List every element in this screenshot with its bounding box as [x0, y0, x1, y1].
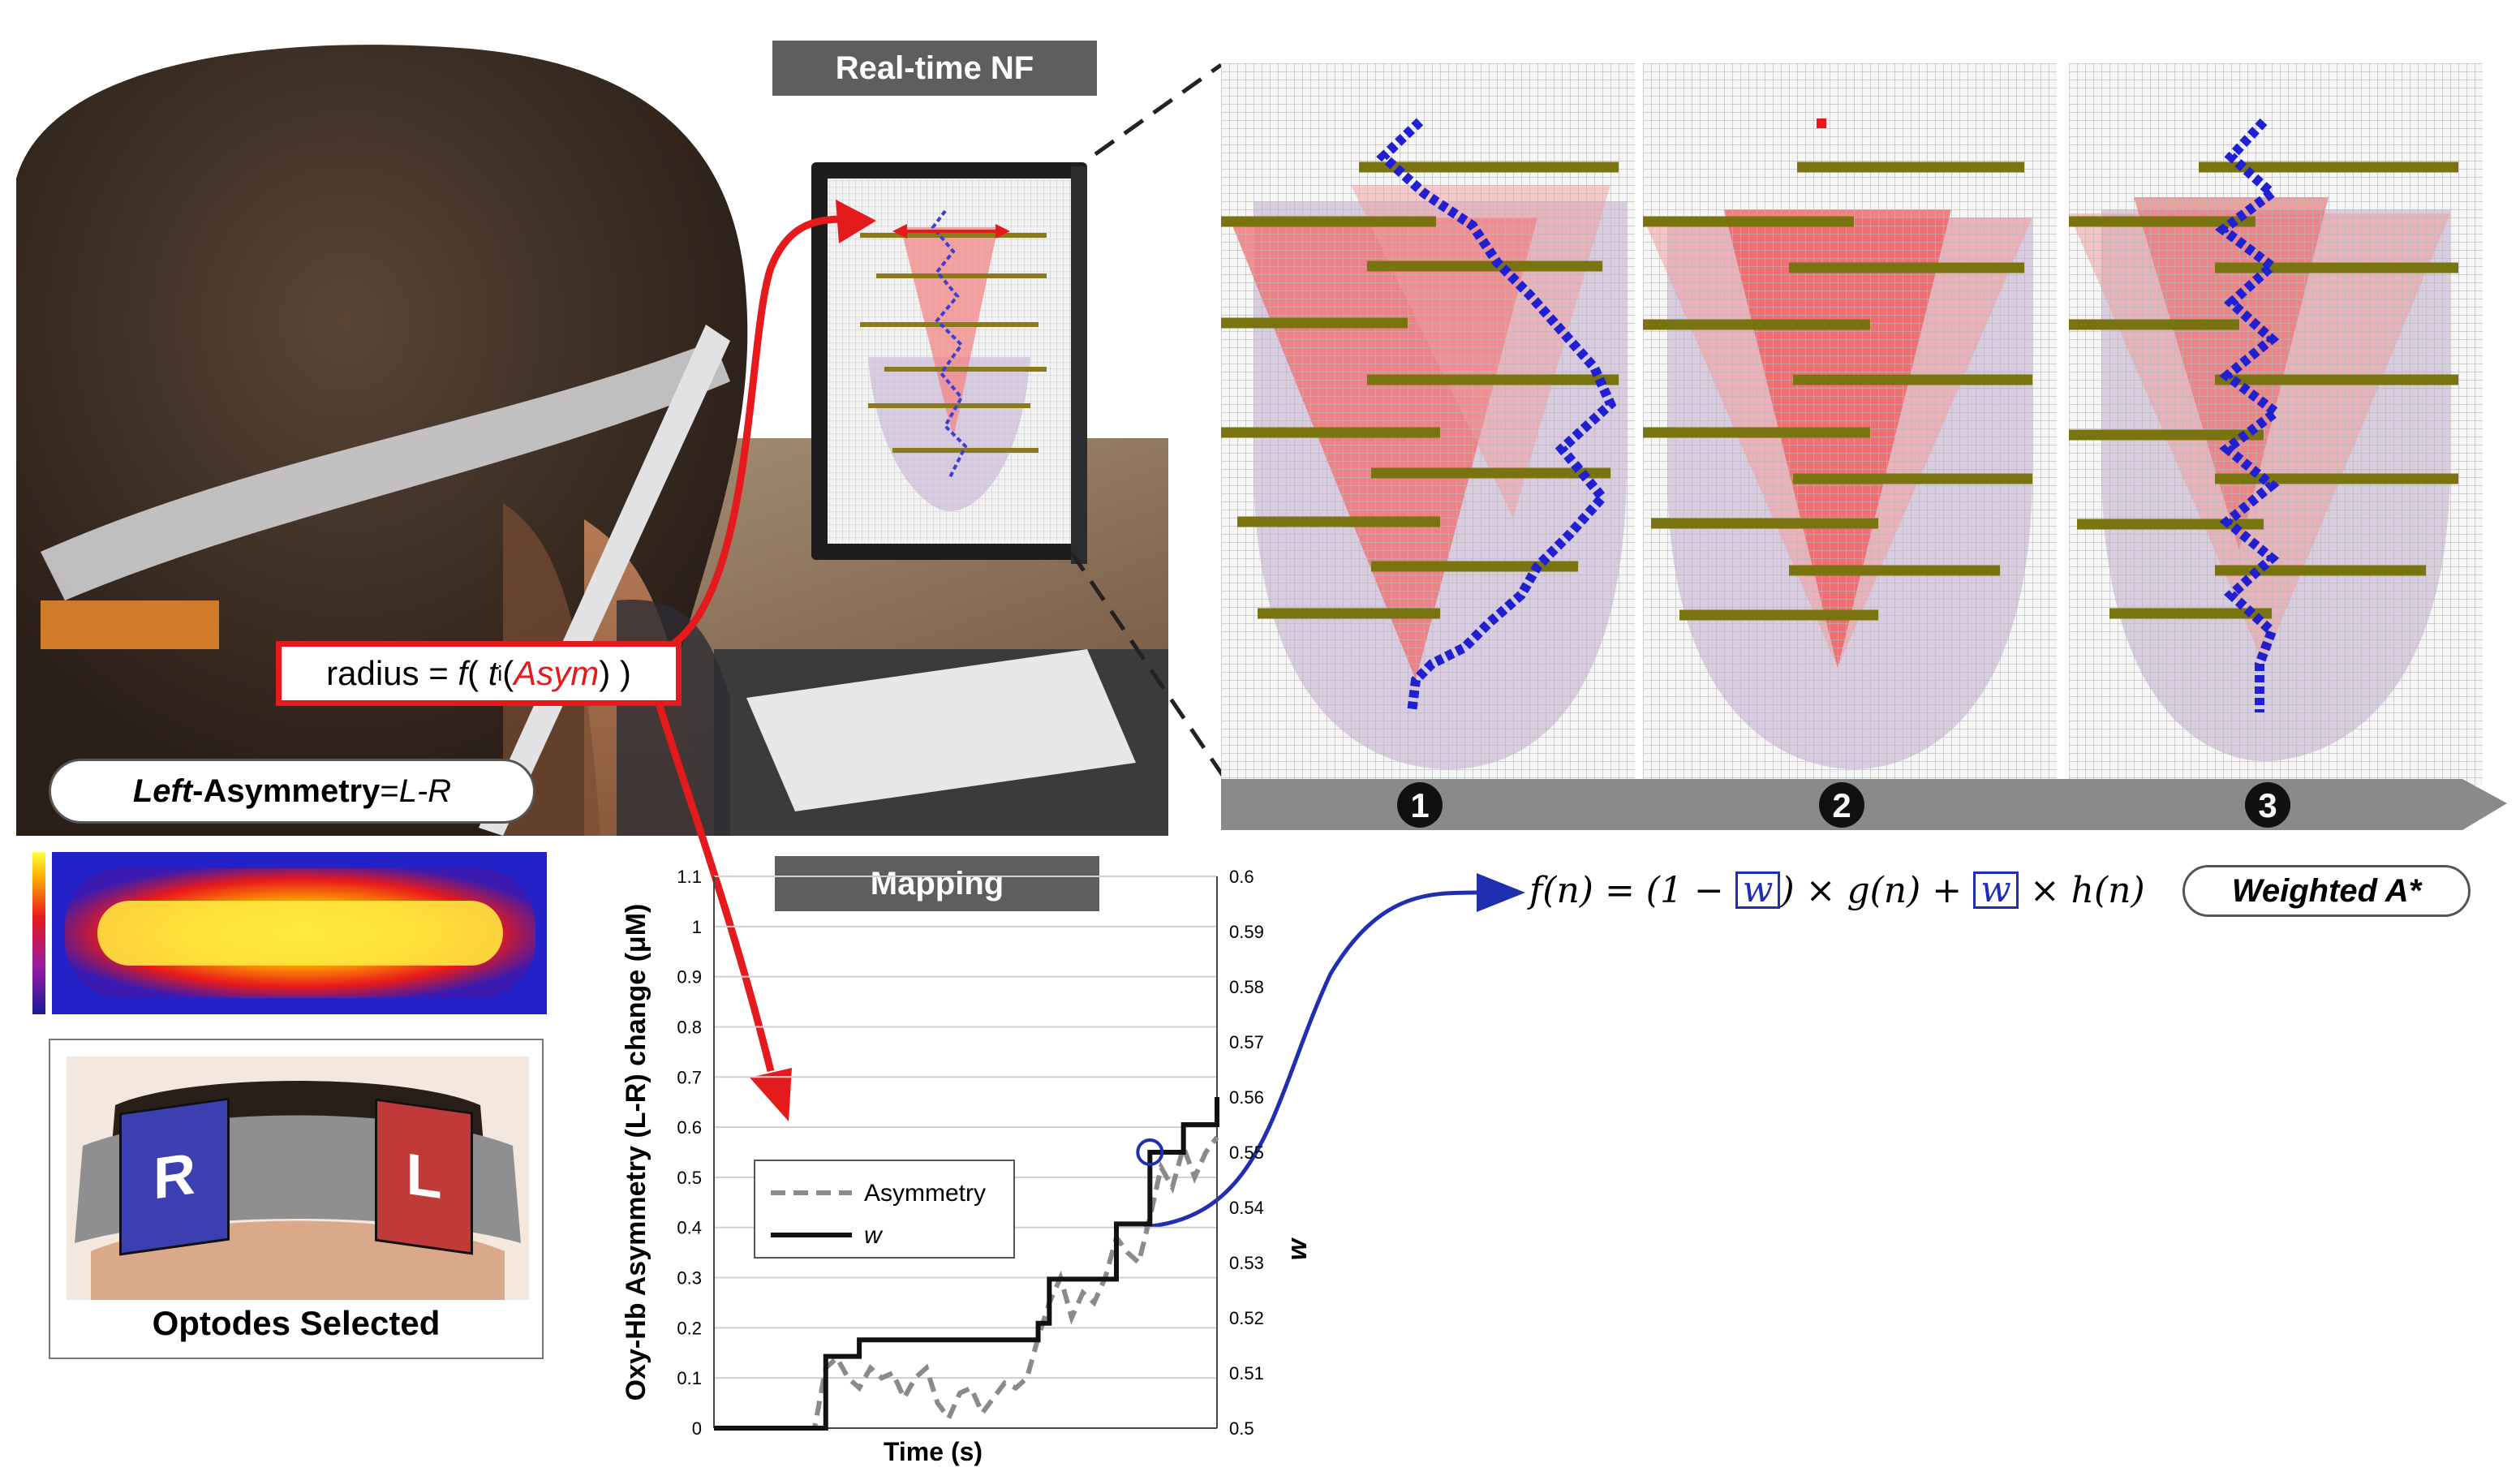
asym-left: Left — [132, 772, 193, 809]
path-panel-3 — [2069, 63, 2483, 785]
weighted-astar-label: Weighted A* — [2182, 865, 2471, 917]
red-arrow-to-monitor — [663, 215, 845, 652]
asymmetry-chart: 0 0.1 0.2 0.3 0.4 0.5 0.6 0.7 0.8 0.9 1 1.1 0.5 0.51… — [621, 867, 1313, 1466]
radius-formula-box: radius = f ( t i ( Asym ) ) — [276, 641, 682, 706]
left-tick-label: 0.2 — [677, 1318, 702, 1338]
radius-open: ( — [467, 654, 488, 692]
optode-l: L — [375, 1098, 473, 1255]
red-arrowhead-monitor — [836, 200, 876, 243]
left-asymmetry-label: Left -Asymmetry = L-R — [49, 759, 535, 824]
asym-rest: -Asymmetry — [192, 772, 381, 809]
red-arrowhead-chart — [750, 1068, 792, 1121]
right-axis-ticks: 0.5 0.51 0.52 0.53 0.54 0.55 0.56 0.57 0.58 0.59 0… — [1229, 867, 1264, 1439]
right-tick-label: 0.5 — [1229, 1418, 1254, 1439]
step-2-label: 2 — [1832, 786, 1851, 824]
path-panels: 1 2 3 — [1221, 63, 2507, 830]
step-1-label: 1 — [1410, 786, 1429, 824]
radius-sub: i — [497, 661, 503, 686]
right-tick-label: 0.57 — [1229, 1032, 1264, 1052]
x-axis-label: Time (s) — [884, 1437, 983, 1466]
optode-r: R — [119, 1097, 230, 1256]
asymmetry-heatmap — [32, 852, 547, 1014]
step-1-marker — [1397, 782, 1443, 828]
right-tick-label: 0.52 — [1229, 1308, 1264, 1328]
right-tick-label: 0.51 — [1229, 1363, 1264, 1383]
left-tick-label: 0.3 — [677, 1268, 702, 1289]
step-markers: 1 2 3 — [1397, 782, 2290, 828]
path-panel-2 — [1643, 63, 2057, 785]
left-tick-label: 0 — [692, 1418, 702, 1439]
left-tick-label: 0.6 — [677, 1117, 702, 1138]
right-tick-label: 0.58 — [1229, 977, 1264, 997]
formula-lhs: f(n) = (1 − — [1529, 869, 1735, 911]
left-tick-label: 1 — [692, 917, 702, 937]
optodes-caption: Optodes Selected — [152, 1304, 441, 1342]
dash-connector-top — [1094, 62, 1223, 157]
left-tick-label: 0.7 — [677, 1067, 702, 1087]
blue-arrowhead-formula — [1477, 873, 1525, 912]
series-asymmetry-line — [714, 1135, 1219, 1431]
chart-gridlines — [714, 876, 1217, 1429]
w-highlight-circle — [1136, 1138, 1164, 1166]
colorbar — [32, 852, 45, 1014]
right-tick-label: 0.6 — [1229, 867, 1254, 887]
left-tick-label: 0.4 — [677, 1218, 702, 1238]
radius-t: t — [488, 654, 498, 692]
left-tick-label: 0.5 — [677, 1168, 702, 1188]
y-axis-label-right: w — [1282, 1237, 1313, 1260]
red-arrow-to-chart — [653, 696, 775, 1073]
left-tick-label: 1.1 — [677, 867, 702, 887]
optodes-panel: R L Optodes Selected — [49, 1039, 544, 1359]
right-tick-label: 0.55 — [1229, 1143, 1264, 1163]
step-3-marker — [2245, 782, 2290, 828]
legend-w-label: w — [864, 1222, 884, 1249]
y-axis-label-left: Oxy-Hb Asymmetry (L-R) change (μM) — [621, 904, 652, 1401]
right-tick-label: 0.54 — [1229, 1198, 1264, 1218]
radius-f: f — [458, 654, 468, 692]
radius-prefix: radius = — [326, 654, 458, 692]
blue-arrow-to-formula — [1143, 890, 1477, 1229]
left-tick-label: 0.9 — [677, 967, 702, 988]
left-tick-label: 0.8 — [677, 1017, 702, 1037]
step-3-label: 3 — [2258, 786, 2277, 824]
step-2-marker — [1819, 782, 1864, 828]
asym-eq: = — [380, 772, 399, 809]
asym-lr: L-R — [398, 772, 452, 809]
weighted-formula: f(n) = (1 − w ) × g(n) + w × h(n) — [1529, 862, 2145, 919]
right-tick-label: 0.56 — [1229, 1087, 1264, 1108]
radius-close: ) ) — [599, 654, 631, 692]
series-w-line — [714, 1097, 1219, 1431]
formula-w2: w — [1973, 871, 2019, 909]
left-tick-label: 0.1 — [677, 1368, 702, 1388]
monitor — [811, 162, 1087, 564]
right-tick-label: 0.59 — [1229, 922, 1264, 942]
realtime-nf-label: Real-time NF — [772, 41, 1097, 96]
formula-rhs: × h(n) — [2018, 869, 2145, 911]
legend-asymmetry-label: Asymmetry — [864, 1180, 986, 1207]
left-axis-ticks: 0 0.1 0.2 0.3 0.4 0.5 0.6 0.7 0.8 0.9 1 1.1 — [677, 867, 702, 1439]
dash-connector-bottom — [1069, 550, 1228, 781]
path-panel-1 — [1221, 63, 1635, 785]
formula-w1: w — [1735, 871, 1781, 909]
formula-mid: ) × g(n) + — [1780, 869, 1974, 911]
radius-asym: Asym — [514, 654, 600, 692]
right-tick-label: 0.53 — [1229, 1253, 1264, 1273]
chart-legend: Asymmetry w — [754, 1160, 1015, 1259]
legend-box — [754, 1160, 1015, 1259]
mapping-label: Mapping — [775, 856, 1099, 911]
